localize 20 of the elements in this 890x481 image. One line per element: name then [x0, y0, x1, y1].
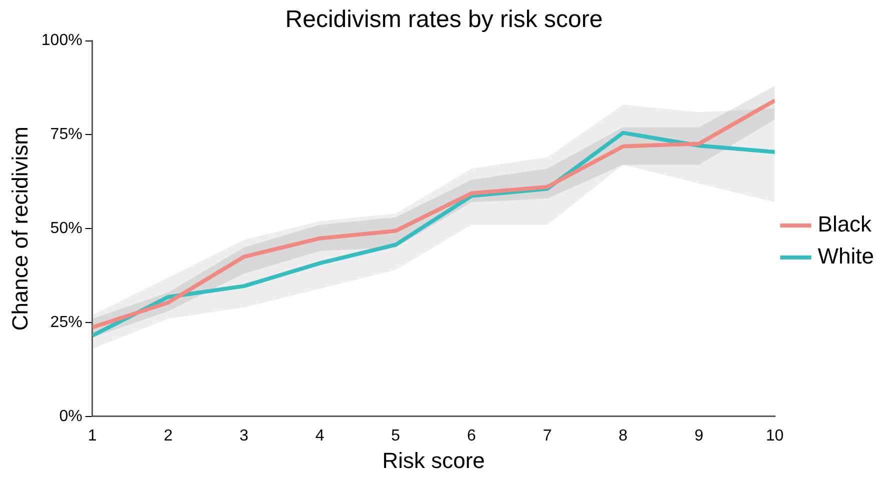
x-tick-label: 6 — [467, 427, 476, 444]
x-tick-label: 7 — [542, 427, 552, 444]
x-tick-label: 9 — [694, 427, 704, 444]
y-tick-label: 0% — [59, 408, 82, 425]
x-tick-label: 10 — [766, 427, 784, 444]
legend-label: Black — [818, 212, 873, 237]
x-tick-label: 2 — [164, 427, 173, 444]
chart-title: Recidivism rates by risk score — [285, 6, 603, 34]
x-tick-label: 4 — [315, 427, 324, 444]
x-tick-label: 5 — [391, 427, 400, 444]
y-axis-title: Chance of recidivism — [7, 126, 32, 331]
x-tick-label: 3 — [240, 427, 249, 444]
y-tick-label: 25% — [50, 314, 82, 331]
x-tick-label: 8 — [618, 427, 628, 444]
legend-label: White — [818, 244, 874, 269]
x-axis-title: Risk score — [382, 448, 485, 473]
y-tick-label: 100% — [41, 32, 82, 50]
y-tick-label: 75% — [50, 126, 82, 144]
y-tick-label: 50% — [50, 220, 82, 238]
x-tick-label: 1 — [88, 427, 97, 444]
